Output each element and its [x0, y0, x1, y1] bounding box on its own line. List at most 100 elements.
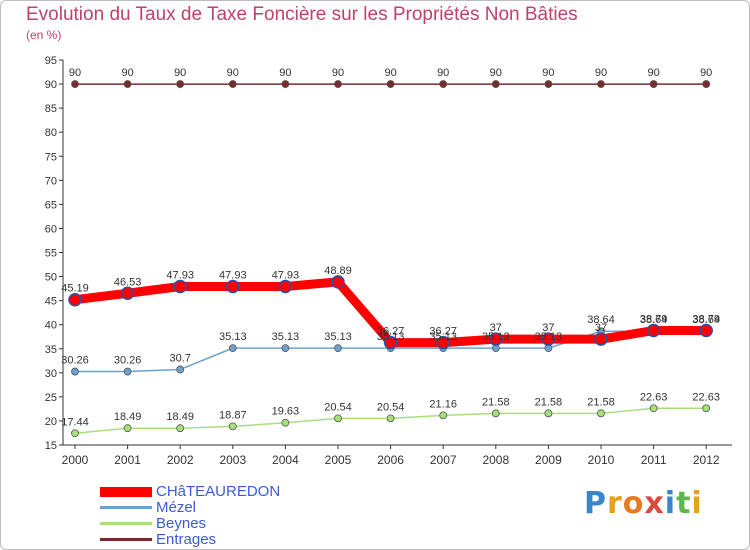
y-tick-label: 35: [45, 344, 57, 356]
logo-letter: P: [584, 486, 607, 521]
data-point: [173, 279, 187, 294]
logo-letter: r: [607, 486, 623, 521]
data-point: [383, 335, 398, 350]
x-tick-label: 2001: [114, 453, 141, 467]
data-label: 46.53: [114, 276, 142, 288]
data-label: 35.13: [482, 331, 510, 343]
data-point: [228, 80, 237, 88]
data-label: 20.54: [324, 401, 352, 413]
data-label: 90: [279, 67, 291, 79]
data-point: [491, 80, 500, 88]
data-point: [176, 80, 185, 88]
y-tick-label: 50: [45, 272, 57, 284]
data-label: 48.89: [324, 265, 352, 277]
data-label: 36.27: [429, 326, 457, 338]
data-label: 30.26: [114, 355, 142, 367]
y-tick-label: 95: [45, 55, 57, 67]
data-point: [597, 409, 605, 418]
data-label: 90: [700, 67, 712, 79]
data-point: [334, 414, 342, 423]
data-label: 17.44: [61, 416, 89, 428]
data-label: 90: [437, 67, 449, 79]
data-label: 90: [174, 67, 186, 79]
data-label: 22.63: [692, 391, 720, 403]
legend-item-chateauredon: CHâTEAUREDON: [100, 483, 340, 500]
data-point: [489, 332, 503, 346]
data-label: 36.27: [377, 326, 405, 338]
x-tick-label: 2011: [641, 453, 667, 467]
data-point: [123, 367, 132, 376]
data-label: 38.79: [640, 314, 668, 326]
data-point: [278, 279, 293, 294]
data-point: [544, 409, 553, 418]
data-label: 37: [490, 322, 502, 334]
data-label: 18.87: [219, 409, 247, 421]
logo-letter: t: [676, 486, 692, 521]
data-label: 30.26: [61, 355, 89, 367]
x-tick-label: 2012: [693, 453, 720, 467]
data-label: 90: [332, 67, 344, 79]
x-tick-label: 2004: [272, 453, 299, 467]
data-label: 18.49: [166, 411, 194, 423]
data-label: 20.54: [377, 401, 405, 413]
x-tick-label: 2000: [62, 453, 89, 467]
data-label: 35.13: [377, 331, 405, 343]
unit-label: (en %): [26, 28, 62, 42]
data-label: 90: [647, 67, 659, 79]
data-point: [281, 80, 290, 88]
data-label: 19.63: [272, 406, 300, 418]
data-label: 38.64: [640, 314, 668, 326]
data-label: 90: [542, 67, 554, 79]
data-point: [334, 80, 342, 88]
data-point: [68, 292, 82, 307]
data-point: [386, 80, 395, 88]
data-label: 21.58: [535, 396, 563, 408]
y-tick-label: 55: [45, 248, 57, 260]
data-point: [123, 424, 132, 433]
data-label: 30.7: [169, 352, 190, 364]
y-tick-label: 85: [45, 103, 57, 115]
data-point: [646, 323, 661, 338]
data-label: 47.93: [166, 270, 194, 282]
legend-swatch-entrages: [100, 538, 152, 541]
data-label: 47.93: [272, 270, 300, 282]
y-tick-label: 15: [45, 440, 57, 452]
data-point: [702, 80, 711, 88]
data-point: [71, 429, 79, 438]
x-tick-label: 2009: [535, 453, 562, 467]
y-tick-label: 25: [45, 392, 57, 404]
data-point: [226, 279, 240, 294]
y-tick-label: 80: [45, 127, 57, 139]
x-tick-label: 2007: [430, 453, 457, 467]
data-point: [331, 275, 345, 289]
x-tick-label: 2002: [167, 453, 194, 467]
data-point: [702, 404, 711, 413]
data-point: [120, 286, 135, 301]
data-point: [649, 404, 658, 413]
y-tick-label: 60: [45, 223, 57, 235]
data-label: 38.79: [692, 314, 720, 326]
legend-swatch-mezel: [100, 506, 152, 509]
y-tick-label: 75: [45, 151, 57, 163]
data-point: [541, 332, 556, 346]
logo-letter: o: [622, 486, 645, 521]
data-label: 90: [595, 67, 607, 79]
data-label: 18.49: [114, 411, 142, 423]
y-tick-label: 70: [45, 175, 57, 187]
data-label: 35.13: [429, 331, 457, 343]
data-label: 90: [121, 67, 133, 79]
data-point: [544, 80, 553, 88]
data-label: 35.13: [535, 331, 563, 343]
data-label: 38.64: [587, 314, 615, 326]
data-point: [71, 367, 79, 376]
y-tick-label: 20: [45, 416, 57, 428]
logo-letter: i: [664, 486, 677, 521]
data-point: [228, 422, 237, 431]
data-point: [334, 344, 342, 353]
data-label: 35.13: [272, 331, 300, 343]
y-tick-label: 90: [45, 79, 57, 91]
y-tick-label: 45: [45, 296, 57, 308]
legend-label-mezel: Mézel: [156, 499, 197, 516]
